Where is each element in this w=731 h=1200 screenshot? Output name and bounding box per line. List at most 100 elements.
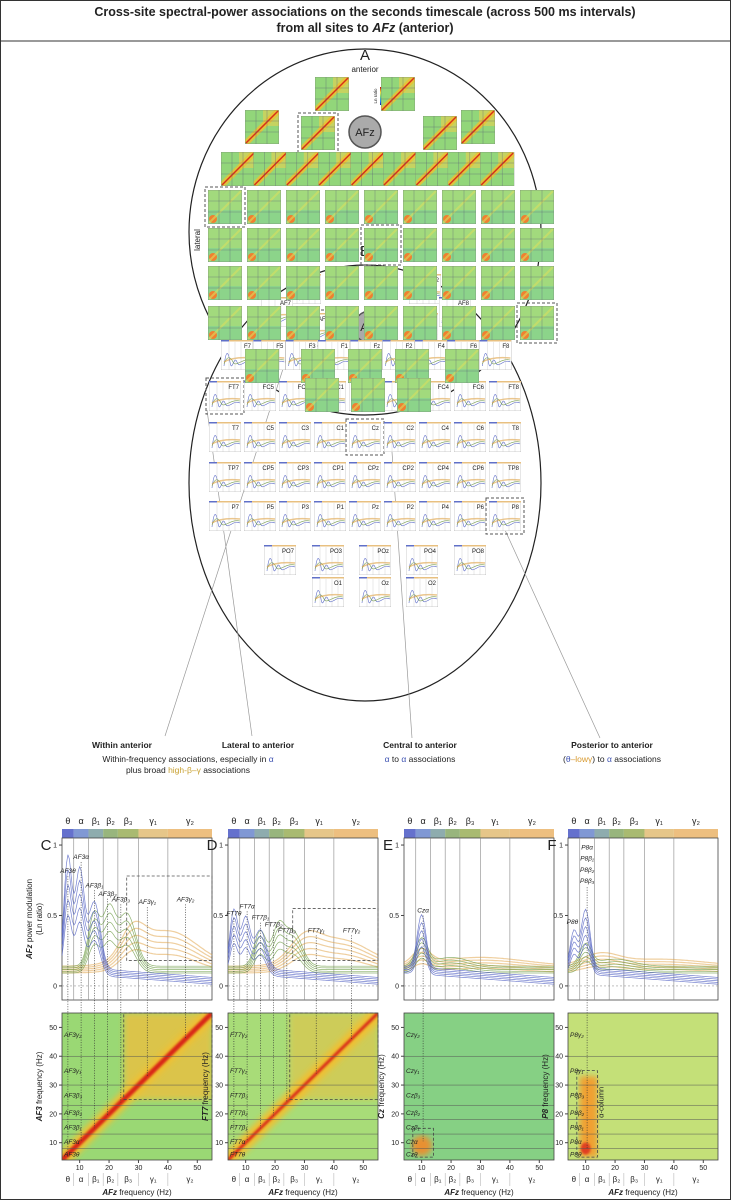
mini-heatmap bbox=[286, 306, 320, 340]
peak-annotation: FT7α bbox=[239, 903, 255, 910]
peak-annotation: AF3β₂ bbox=[98, 891, 118, 898]
electrode-label: F7 bbox=[244, 344, 252, 350]
site: FT7 bbox=[201, 1106, 210, 1121]
title-site: AFz bbox=[371, 21, 396, 35]
title-line-2: from all sites to AFz (anterior) bbox=[276, 21, 453, 35]
label: frequency (Hz) bbox=[623, 1188, 678, 1197]
electrode-label: FT7 bbox=[228, 385, 239, 391]
x-axis-label: AFz frequency (Hz) bbox=[443, 1188, 514, 1197]
caption-segment: to bbox=[390, 754, 402, 764]
panel-label: A bbox=[360, 47, 370, 64]
column-label: α-column bbox=[596, 1087, 605, 1118]
title-text: (anterior) bbox=[395, 21, 453, 35]
highlight-box bbox=[516, 302, 558, 344]
y-tick-label: 30 bbox=[215, 1083, 223, 1090]
band-strip bbox=[594, 829, 610, 838]
region-box bbox=[289, 1012, 379, 1100]
y-tick-label: 0 bbox=[219, 983, 223, 990]
band-label: θ bbox=[407, 816, 412, 826]
heat-band-label: P8θ bbox=[570, 1152, 582, 1159]
mini-heatmap bbox=[461, 110, 495, 144]
band-label: β₁ bbox=[434, 1175, 442, 1184]
band-label: β₂ bbox=[272, 816, 281, 826]
band: γ₂ bbox=[242, 1032, 248, 1039]
spectrum-curve bbox=[227, 916, 379, 980]
y-tick-label: 0.5 bbox=[389, 913, 399, 920]
site: Cz bbox=[406, 1068, 415, 1075]
site: AF3 bbox=[63, 1093, 76, 1100]
band-label: γ₂ bbox=[186, 816, 195, 826]
band: β₁ bbox=[96, 882, 103, 889]
x-tick-label: 20 bbox=[447, 1165, 455, 1172]
peak-annotation: FT7γ₂ bbox=[343, 927, 361, 934]
caption-segment: associations bbox=[201, 765, 250, 775]
band-label: β₂ bbox=[613, 1175, 621, 1184]
band: γ₁ bbox=[319, 927, 324, 934]
peak-annotation: AF3γ₂ bbox=[176, 896, 195, 903]
mini-heatmap bbox=[253, 152, 287, 186]
mini-heatmap bbox=[415, 152, 449, 186]
heat-band-label: FT7β₃ bbox=[230, 1093, 248, 1100]
mini-heatmap bbox=[318, 152, 352, 186]
y-tick-label: 30 bbox=[391, 1083, 399, 1090]
peak-annotation: AF3γ₁ bbox=[138, 899, 156, 906]
band-strip bbox=[415, 829, 431, 838]
peak-annotation: FT7β₂ bbox=[265, 922, 283, 929]
band-strip bbox=[254, 829, 270, 838]
band: θ bbox=[575, 919, 579, 926]
mini-heatmap bbox=[364, 266, 398, 300]
y-tick-label: 1 bbox=[53, 843, 57, 850]
mini-heatmap bbox=[286, 266, 320, 300]
band: β₂ bbox=[75, 1110, 83, 1117]
caption-text: α to α associations bbox=[385, 754, 456, 764]
spectrum-curve bbox=[62, 931, 212, 972]
y-tick-label: 40 bbox=[215, 1054, 223, 1061]
mini-heatmap bbox=[208, 190, 242, 224]
band-strip bbox=[73, 829, 89, 838]
electrode-label: FC5 bbox=[263, 385, 275, 391]
x-tick-label: 40 bbox=[330, 1165, 338, 1172]
heat-band-label: AF3α bbox=[63, 1139, 80, 1146]
caption-text: plus broad high-β–γ associations bbox=[126, 765, 250, 775]
band-label: γ₁ bbox=[315, 816, 323, 826]
band-label: β₃ bbox=[630, 816, 639, 826]
x-tick-label: 30 bbox=[477, 1165, 485, 1172]
spectrum-curve bbox=[567, 934, 719, 983]
mini-heatmap bbox=[286, 190, 320, 224]
band-label: γ₁ bbox=[656, 1175, 663, 1184]
y-tick-label: 50 bbox=[391, 1025, 399, 1032]
electrode-label: PO4 bbox=[424, 549, 437, 555]
heat-band-label: Czβ₂ bbox=[406, 1110, 421, 1117]
mini-heatmap bbox=[245, 349, 279, 383]
electrode-label: C6 bbox=[476, 426, 484, 432]
caption-segment: α bbox=[607, 754, 612, 764]
spectrum-curve bbox=[62, 927, 213, 969]
band: γ₂ bbox=[76, 1032, 82, 1039]
mini-heatmap bbox=[364, 306, 398, 340]
band: γ₂ bbox=[189, 896, 195, 903]
mini-heatmap bbox=[325, 228, 359, 262]
center-site-label: AFz bbox=[355, 127, 375, 139]
y-tick-label: 10 bbox=[215, 1140, 223, 1147]
mini-heatmap bbox=[247, 228, 281, 262]
heat-spot bbox=[411, 1135, 432, 1156]
site: P8 bbox=[570, 1152, 578, 1159]
peak-annotation: P8β₂ bbox=[580, 867, 595, 874]
band-strip bbox=[167, 829, 212, 838]
site: AF3 bbox=[63, 1032, 76, 1039]
y-tick-label: 20 bbox=[215, 1111, 223, 1118]
x-tick-label: 50 bbox=[359, 1165, 367, 1172]
spectrum-curve bbox=[62, 934, 213, 971]
x-tick-label: 30 bbox=[135, 1165, 143, 1172]
band-label: θ bbox=[65, 816, 70, 826]
y-tick-label: 50 bbox=[555, 1025, 563, 1032]
heat-band-label: AF3γ₁ bbox=[63, 1068, 81, 1075]
electrode-label: F4 bbox=[438, 344, 446, 350]
title-text: from all sites to bbox=[276, 21, 372, 35]
site: P8 bbox=[580, 878, 588, 885]
spectrum-curve bbox=[61, 899, 213, 983]
heat-frame bbox=[567, 1012, 719, 1161]
y-tick-label: 30 bbox=[555, 1083, 563, 1090]
mini-heatmap bbox=[286, 228, 320, 262]
center-site bbox=[348, 115, 382, 149]
